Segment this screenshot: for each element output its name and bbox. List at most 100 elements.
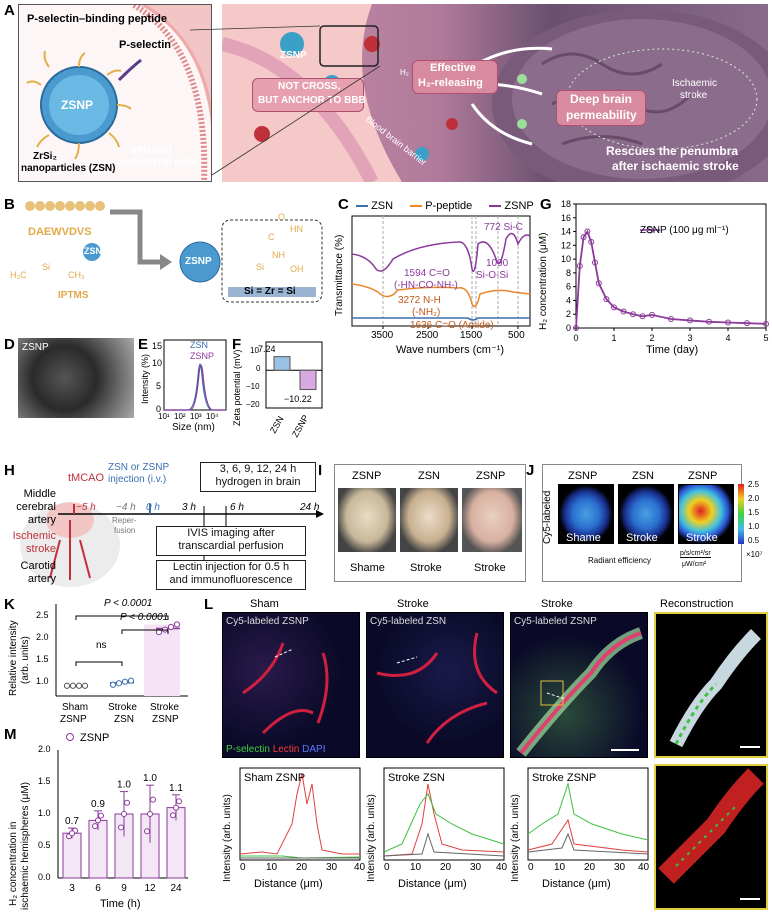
mca-2: cerebral bbox=[16, 501, 56, 513]
m-data-point bbox=[170, 812, 176, 819]
dls-x-2: 10² bbox=[174, 412, 186, 421]
m-value-label: 1.0 bbox=[117, 780, 131, 791]
g-ylabel: H₂ concentration (μM) bbox=[538, 232, 549, 330]
isch-1: Ischemic bbox=[12, 530, 56, 542]
zsn-label-2: nanoparticles (ZSN) bbox=[21, 163, 116, 174]
j-top-2: ZSN bbox=[632, 470, 654, 482]
p1-x20: 20 bbox=[296, 862, 308, 873]
dls-x-4: 10⁴ bbox=[206, 412, 219, 421]
t-zero: 0 h bbox=[146, 502, 160, 513]
stain-legend: P-selectin Lectin DAPI bbox=[226, 744, 326, 755]
p2-x10: 10 bbox=[410, 862, 422, 873]
g-xtick-label: 4 bbox=[725, 333, 730, 343]
k-data-point bbox=[173, 621, 181, 628]
ivis-img-2 bbox=[618, 484, 674, 544]
m-ylabel-1: H₂ concentration in bbox=[8, 821, 19, 906]
g-xtick-label: 1 bbox=[611, 333, 616, 343]
g-data-point bbox=[639, 313, 646, 320]
zeta-ylabel: Zeta potential (mV) bbox=[232, 349, 242, 426]
panel-letter-d: D bbox=[4, 336, 15, 353]
m-y-05: 0.5 bbox=[38, 840, 51, 850]
g-data-point bbox=[706, 318, 712, 325]
k-bracket-3 bbox=[75, 661, 123, 666]
lectin-2: and immunofluorescence bbox=[169, 574, 293, 586]
p3-x30: 30 bbox=[614, 862, 626, 873]
g-ytick-label: 8 bbox=[566, 268, 571, 278]
k-bracket-1 bbox=[75, 615, 169, 620]
c-label: C bbox=[268, 232, 275, 242]
peptide-label: P-selectin–binding peptide bbox=[27, 13, 167, 25]
g-data-point bbox=[595, 280, 602, 287]
j-bot-3: Stroke bbox=[686, 532, 718, 544]
p1-x40: 40 bbox=[354, 862, 366, 873]
m-xtick-label: 12 bbox=[144, 883, 156, 894]
l-title-4: Reconstruction bbox=[660, 598, 734, 610]
panel-letter-k: K bbox=[4, 596, 15, 613]
g-data-point bbox=[668, 316, 674, 323]
stain-d: DAPI bbox=[302, 744, 326, 755]
m-data-point bbox=[144, 828, 150, 835]
tem-label: ZSNP bbox=[22, 342, 49, 353]
si-label: Si bbox=[42, 262, 51, 272]
g-ytick-label: 6 bbox=[566, 282, 571, 292]
plot-title-1: Sham ZSNP bbox=[244, 772, 306, 784]
i-top-2: ZSN bbox=[418, 470, 440, 482]
zeta-y-0: 0 bbox=[256, 364, 261, 373]
g-axes-box bbox=[575, 203, 767, 329]
reperf-1: Reper- bbox=[112, 516, 137, 525]
dls-y-0: 0 bbox=[156, 404, 162, 414]
g-data-point bbox=[630, 311, 636, 318]
p3-x0: 0 bbox=[528, 862, 534, 873]
zeta-y-m10: −10 bbox=[246, 382, 260, 391]
brain-photo-1 bbox=[338, 488, 396, 552]
oh-label: OH bbox=[290, 264, 304, 274]
zsn-small: ZSN bbox=[84, 246, 102, 256]
p3-x40: 40 bbox=[638, 862, 650, 873]
nh-label: NH bbox=[272, 250, 285, 260]
p3-x20: 20 bbox=[584, 862, 596, 873]
g-data-point bbox=[620, 308, 627, 315]
l-img-label-3: Cy5-labeled ZSNP bbox=[514, 616, 597, 627]
g-data-point bbox=[725, 319, 731, 326]
g-xtick-label: 5 bbox=[763, 333, 768, 343]
zsnp-b: ZSNP bbox=[185, 256, 212, 267]
l-title-2: Stroke bbox=[397, 598, 429, 610]
o-label: O bbox=[278, 212, 286, 222]
plot-xlabel-3: Distance (μm) bbox=[542, 878, 611, 890]
p-selectin-label: P-selectin bbox=[119, 39, 171, 51]
ftir-x-2500: 2500 bbox=[416, 330, 439, 341]
ann-1594-b: (-HN-CO-NH-) bbox=[394, 280, 458, 291]
ftir-x-3500: 3500 bbox=[371, 330, 394, 341]
iptms: IPTMS bbox=[58, 290, 89, 301]
m-y-20: 2.0 bbox=[38, 744, 51, 754]
rescue-2: after ischaemic stroke bbox=[612, 159, 739, 173]
k-cat3b: ZSNP bbox=[152, 714, 179, 725]
scale-exp: ×10⁷ bbox=[746, 550, 763, 559]
stain-p: P-selectin bbox=[226, 744, 270, 755]
vessel-zsnp-label: ZSNP bbox=[280, 50, 307, 61]
rescue-1: Rescues the penumbra bbox=[606, 144, 739, 158]
m-xtick-label: 24 bbox=[170, 883, 182, 894]
ftir-ylabel: Transmittance (%) bbox=[334, 234, 345, 316]
k-cat2a: Stroke bbox=[108, 702, 137, 713]
hn-label: HN bbox=[290, 224, 303, 234]
k-y-25: 2.5 bbox=[36, 610, 49, 620]
t-24: 24 h bbox=[300, 502, 320, 513]
h2-label: H₂ bbox=[400, 68, 409, 77]
panel-a-left-box: P-selectin–binding peptide P-selectin ZS… bbox=[18, 4, 212, 182]
j-top-3: ZSNP bbox=[688, 470, 718, 482]
not-cross-2: BUT ANCHOR TO BBB bbox=[258, 95, 366, 106]
plot-xlabel-2: Distance (μm) bbox=[398, 878, 467, 890]
ann-1090-b: Si-O-Si bbox=[476, 270, 509, 281]
not-cross-1: NOT CROSS, bbox=[278, 81, 341, 92]
g-xtick-label: 2 bbox=[649, 333, 654, 343]
m-data-point bbox=[173, 804, 179, 811]
micro-stroke-zsnp bbox=[510, 612, 648, 758]
m-y-15: 1.5 bbox=[38, 776, 51, 786]
inflamed-label-2: endothelial cells bbox=[119, 157, 197, 168]
f-bar bbox=[299, 369, 317, 391]
k-data-point bbox=[121, 678, 129, 685]
zeta-val-zsn: 7.24 bbox=[258, 344, 276, 354]
l-title-1: Sham bbox=[250, 598, 279, 610]
